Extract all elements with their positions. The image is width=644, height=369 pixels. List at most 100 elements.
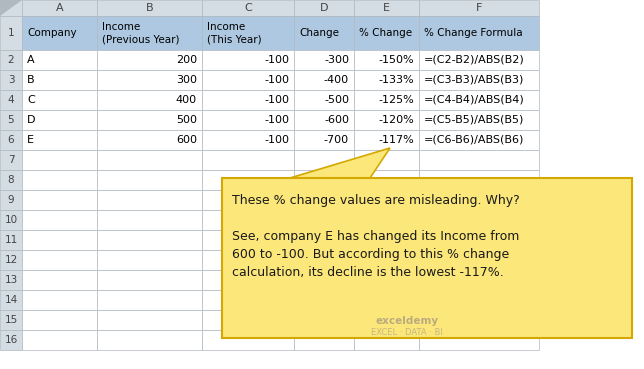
Bar [354,90,419,110]
Text: B: B [146,3,153,13]
Text: C: C [244,3,252,13]
Bar [97,50,202,70]
Bar [22,16,97,50]
Bar [22,230,97,250]
Text: % Change Formula: % Change Formula [424,28,523,38]
Text: D: D [320,3,328,13]
Bar [0,110,22,130]
Bar [419,150,539,170]
Bar [419,16,539,50]
Bar [202,0,294,16]
Bar [97,310,202,330]
Text: A: A [55,3,63,13]
Bar [354,250,419,270]
Bar [22,110,97,130]
Bar [419,210,539,230]
Bar [354,330,419,350]
Text: -700: -700 [324,135,349,145]
Bar [97,210,202,230]
Text: 15: 15 [5,315,17,325]
Text: 4: 4 [8,95,14,105]
Text: -100: -100 [264,75,289,85]
Bar [294,290,354,310]
Bar [419,310,539,330]
Text: These % change values are misleading. Why?: These % change values are misleading. Wh… [232,194,520,207]
Bar [354,50,419,70]
Text: -100: -100 [264,115,289,125]
Text: See, company E has changed its Income from
600 to -100. But according to this % : See, company E has changed its Income fr… [232,230,519,279]
Bar [22,330,97,350]
Bar [294,210,354,230]
Bar [22,50,97,70]
Text: F: F [476,3,482,13]
Bar [97,170,202,190]
Text: =(C6-B6)/ABS(B6): =(C6-B6)/ABS(B6) [424,135,524,145]
Bar [419,250,539,270]
Bar [0,210,22,230]
Bar [354,70,419,90]
Text: 7: 7 [8,155,14,165]
Bar [294,170,354,190]
Text: % Change: % Change [359,28,412,38]
Bar [97,0,202,16]
Bar [419,170,539,190]
Bar [202,250,294,270]
Bar [0,0,22,16]
Bar [294,330,354,350]
Bar [22,0,97,16]
Bar [97,70,202,90]
Text: Company: Company [27,28,77,38]
Bar [202,230,294,250]
Bar [294,230,354,250]
Bar [22,290,97,310]
Bar [294,250,354,270]
Bar [354,16,419,50]
Text: -500: -500 [324,95,349,105]
Bar [22,150,97,170]
Bar [0,70,22,90]
Text: -100: -100 [264,135,289,145]
Bar [294,110,354,130]
Bar [22,310,97,330]
Bar [22,90,97,110]
Bar [419,130,539,150]
Bar [354,150,419,170]
Text: 200: 200 [176,55,197,65]
Bar [294,70,354,90]
Bar [202,270,294,290]
Bar [0,50,22,70]
Bar [419,330,539,350]
Bar [97,16,202,50]
Text: =(C2-B2)/ABS(B2): =(C2-B2)/ABS(B2) [424,55,525,65]
Bar [97,190,202,210]
Bar [222,178,632,338]
Bar [202,110,294,130]
Bar [22,190,97,210]
Text: -125%: -125% [378,95,414,105]
Text: E: E [383,3,390,13]
Text: -120%: -120% [378,115,414,125]
Text: 11: 11 [5,235,17,245]
Text: C: C [27,95,35,105]
Text: -133%: -133% [379,75,414,85]
Text: 8: 8 [8,175,14,185]
Bar [0,90,22,110]
Bar [202,70,294,90]
Text: D: D [27,115,35,125]
Bar [354,290,419,310]
Text: 500: 500 [176,115,197,125]
Text: 10: 10 [5,215,17,225]
Polygon shape [290,148,390,178]
Text: exceldemy: exceldemy [375,316,439,326]
Text: 5: 5 [8,115,14,125]
Bar [419,230,539,250]
Text: =(C4-B4)/ABS(B4): =(C4-B4)/ABS(B4) [424,95,525,105]
Bar [0,190,22,210]
Text: Income
(This Year): Income (This Year) [207,22,261,44]
Bar [419,90,539,110]
Bar [354,130,419,150]
Bar [202,50,294,70]
Bar [97,150,202,170]
Bar [354,110,419,130]
Text: 12: 12 [5,255,17,265]
